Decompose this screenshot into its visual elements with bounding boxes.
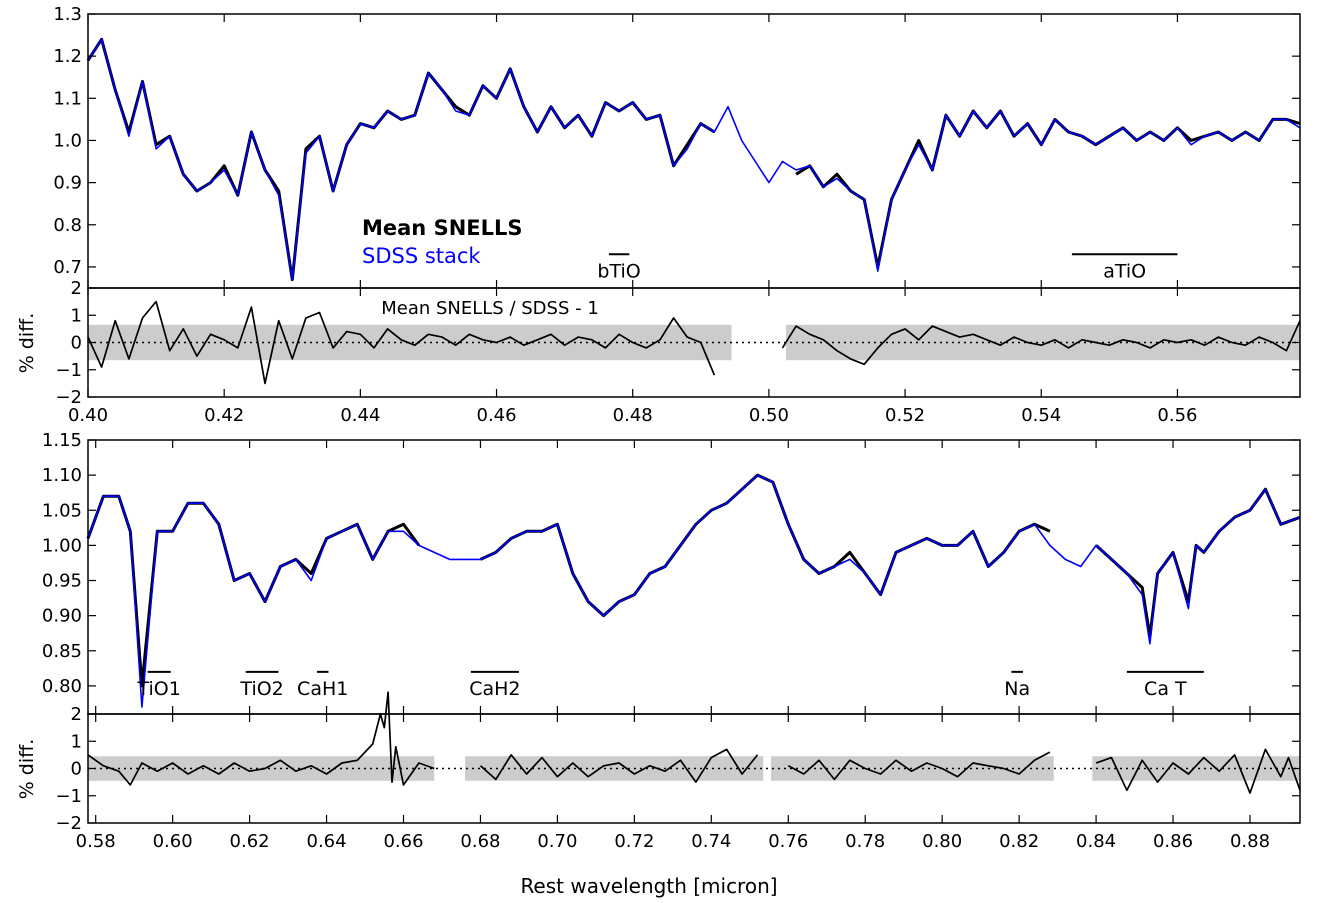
x-tick-label: 0.40 — [68, 405, 108, 426]
x-tick-label: 0.56 — [1157, 405, 1197, 426]
y-tick-label: −1 — [55, 786, 82, 807]
x-tick-label: 0.54 — [1021, 405, 1061, 426]
band-label-na: Na — [1004, 678, 1030, 700]
x-tick-label: 0.86 — [1153, 831, 1193, 852]
x-tick-label: 0.88 — [1230, 831, 1270, 852]
y-tick-label: 0.9 — [53, 173, 82, 194]
bottom-difference-series — [87, 691, 1301, 794]
bottom-spectrum-series — [86, 473, 1301, 708]
y-tick-label: 0.7 — [53, 257, 82, 278]
y-tick-label: 1.15 — [42, 430, 82, 451]
top-spectrum-frame — [87, 13, 1301, 289]
y-tick-label: 1.00 — [42, 535, 82, 556]
band-label-btio: bTiO — [597, 260, 640, 282]
legend-entry-snells: Mean SNELLS — [362, 216, 523, 240]
series-line-percent-diff — [87, 691, 1301, 794]
x-tick-label: 0.46 — [477, 405, 517, 426]
y-tick-label: 1.1 — [53, 88, 82, 109]
y-tick-label: 0.85 — [42, 641, 82, 662]
x-tick-label: 0.68 — [460, 831, 500, 852]
y-tick-label: 1.10 — [42, 465, 82, 486]
y-tick-label: 2 — [71, 704, 82, 725]
y-tick-label: 0 — [71, 759, 82, 780]
y-tick-label: 0.80 — [42, 676, 82, 697]
x-tick-label: 0.78 — [845, 831, 885, 852]
y-tick-label: 1.0 — [53, 130, 82, 151]
y-tick-label: 0.90 — [42, 606, 82, 627]
x-axis-label: Rest wavelength [micron] — [520, 874, 777, 898]
y-tick-label: 0.8 — [53, 215, 82, 236]
x-tick-label: 0.58 — [76, 831, 116, 852]
bottom-difference-frame — [87, 713, 1301, 824]
x-tick-label: 0.50 — [749, 405, 789, 426]
x-tick-label: 0.60 — [153, 831, 193, 852]
y-tick-label: 1 — [71, 305, 82, 326]
x-tick-label: 0.76 — [768, 831, 808, 852]
x-tick-label: 0.66 — [383, 831, 423, 852]
legend: Mean SNELLS SDSS stack — [362, 216, 523, 268]
y-tick-label: −1 — [55, 360, 82, 381]
band-label-tio2: TiO2 — [239, 678, 283, 700]
top-difference-frame — [87, 287, 1301, 398]
band-label-tio1: TiO1 — [137, 678, 181, 700]
y-tick-label: 0 — [71, 333, 82, 354]
series-line-sdss-stack — [87, 474, 1301, 708]
band-label-cah1: CaH1 — [297, 678, 348, 700]
y-tick-label: 1.2 — [53, 46, 82, 67]
series-line-sdss-stack — [87, 38, 1301, 281]
band-label-atio: aTiO — [1103, 260, 1146, 282]
x-tick-label: 0.64 — [307, 831, 347, 852]
band-label-cah2: CaH2 — [469, 678, 520, 700]
x-tick-label: 0.62 — [230, 831, 270, 852]
legend-entry-sdss: SDSS stack — [362, 244, 481, 268]
y-tick-label: 2 — [71, 278, 82, 299]
top-difference-series — [87, 300, 1301, 385]
series-line-mean-snells — [86, 473, 1301, 688]
series-line-percent-diff — [87, 300, 1301, 385]
y-tick-label: 0.95 — [42, 571, 82, 592]
y-tick-label: −2 — [55, 387, 82, 408]
band-label-ca-t: Ca T — [1144, 678, 1187, 700]
x-tick-label: 0.42 — [204, 405, 244, 426]
bottom-spectrum-panel: TiO1 TiO2 CaH1 CaH2 Na Ca T 0.80 0.85 0.90 0.95 1… — [42, 430, 1301, 715]
bottom-difference-panel: −2 −1 0 1 2 0.58 0.60 0.62 0.64 0.66 0.68 0.70 0.72 0… — [16, 691, 1301, 852]
series-line-mean-snells — [86, 37, 1301, 282]
x-tick-label: 0.84 — [1076, 831, 1116, 852]
x-tick-label: 0.48 — [613, 405, 653, 426]
top-difference-panel: −2 −1 0 1 2 0.40 0.42 0.44 0.46 0.48 0.50 0.52 0.54 0… — [16, 278, 1301, 426]
difference-title: Mean SNELLS / SDSS - 1 — [381, 298, 599, 319]
bottom-ylabel: % diff. — [16, 739, 38, 800]
scatter-band — [1092, 756, 1300, 781]
x-tick-label: 0.52 — [885, 405, 925, 426]
x-tick-label: 0.44 — [340, 405, 380, 426]
y-tick-label: 1.3 — [53, 4, 82, 25]
y-tick-label: 1 — [71, 731, 82, 752]
top-ylabel: % diff. — [16, 313, 38, 374]
x-tick-label: 0.74 — [691, 831, 731, 852]
x-tick-label: 0.80 — [922, 831, 962, 852]
bottom-spectrum-frame — [87, 439, 1301, 715]
x-tick-label: 0.70 — [537, 831, 577, 852]
top-spectrum-series — [86, 37, 1301, 282]
y-tick-label: −2 — [55, 813, 82, 834]
top-spectrum-panel: bTiO aTiO 0.7 0.8 0.9 1.0 1.1 1.2 1.3 Mean SNEL… — [53, 4, 1301, 289]
x-tick-label: 0.82 — [999, 831, 1039, 852]
scatter-band — [770, 756, 1054, 781]
y-tick-label: 1.05 — [42, 500, 82, 521]
x-tick-label: 0.72 — [614, 831, 654, 852]
